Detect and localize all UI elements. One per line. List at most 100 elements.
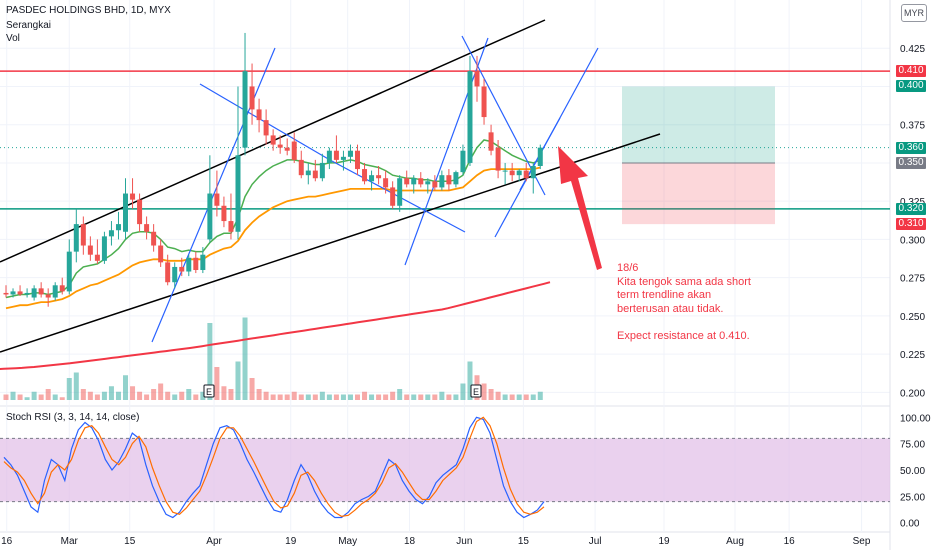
volume-bar <box>488 389 494 400</box>
volume-bar <box>10 391 16 400</box>
volume-bar <box>214 367 220 400</box>
volume-bar <box>404 394 410 400</box>
candle-body <box>425 181 431 185</box>
x-tick-label: 19 <box>285 536 297 547</box>
x-tick-label: 18 <box>404 536 416 547</box>
volume-bar <box>340 394 346 400</box>
x-tick-label: Mar <box>61 536 79 547</box>
candle-body <box>495 147 501 171</box>
price-tag: 0.360 <box>896 141 926 154</box>
stoch-tick-label: 100.00 <box>900 413 931 424</box>
x-tick-label: 15 <box>124 536 136 547</box>
candle-body <box>340 156 346 160</box>
ema-green-line <box>5 139 541 299</box>
candle-body <box>537 147 543 166</box>
candle-body <box>488 132 494 151</box>
candle-body <box>305 170 311 176</box>
volume-bar <box>3 394 9 400</box>
volume-bar <box>31 391 37 400</box>
candle-body <box>263 120 269 136</box>
candle-body <box>453 172 459 185</box>
candle-body <box>439 175 445 188</box>
candle-body <box>200 254 206 270</box>
volume-bar <box>291 391 297 400</box>
volume-bar <box>284 394 290 400</box>
volume-bar <box>277 394 283 400</box>
candle-body <box>221 205 227 222</box>
candle-body <box>256 109 262 121</box>
volume-bar <box>333 394 339 400</box>
stoch-k-line <box>3 416 545 519</box>
candle-body <box>383 178 389 188</box>
stoch-tick-label: 50.00 <box>900 466 925 477</box>
candle-body <box>108 230 114 237</box>
volume-bar <box>193 394 199 400</box>
candle-body <box>179 266 185 272</box>
candle-body <box>123 193 129 232</box>
candle-body <box>207 193 213 240</box>
stoch-rsi-title: Stoch RSI (3, 3, 14, 14, close) <box>6 412 140 423</box>
candle-body <box>115 224 121 231</box>
volume-bar <box>123 375 129 400</box>
candle-body <box>502 170 508 172</box>
price-tag: 0.410 <box>896 65 926 78</box>
x-tick-label: 15 <box>518 536 530 547</box>
candle-body <box>418 178 424 185</box>
candle-body <box>144 224 150 232</box>
stoch-tick-label: 75.00 <box>900 440 925 451</box>
currency-button[interactable]: MYR <box>901 4 927 22</box>
candle-body <box>397 178 403 206</box>
volume-bar <box>362 391 368 400</box>
x-tick-label: 16 <box>1 536 13 547</box>
volume-bar <box>179 391 185 400</box>
volume-bar <box>108 386 114 400</box>
volume-bar <box>137 391 143 400</box>
price-tag: 0.350 <box>896 156 926 169</box>
earnings-marker <box>203 384 215 398</box>
volume-bar <box>221 386 227 400</box>
volume-bar <box>94 394 100 400</box>
volume-bar <box>523 394 529 400</box>
candle-body <box>249 86 255 110</box>
candle-body <box>228 221 234 232</box>
volume-bar <box>45 389 51 400</box>
candle-body <box>432 181 438 188</box>
x-tick-label: Jun <box>456 536 472 547</box>
candle-body <box>3 292 9 295</box>
annotation-line: Kita tengok sama ada short <box>617 275 751 288</box>
candle-body <box>45 294 51 298</box>
volume-bar <box>326 394 332 400</box>
candle-body <box>326 150 332 163</box>
candle-body <box>474 71 480 87</box>
y-tick-label: 0.375 <box>900 121 925 132</box>
fan-line-blue <box>404 37 489 266</box>
candle-body <box>481 86 487 118</box>
candle-body <box>291 141 297 160</box>
volume-bar <box>305 394 311 400</box>
earnings-marker <box>470 384 482 398</box>
volume-bar <box>242 317 248 400</box>
candle-body <box>355 150 360 170</box>
candle-body <box>87 245 93 255</box>
earnings-label: E <box>206 387 212 397</box>
candle-body <box>333 150 339 160</box>
volume-bar <box>249 378 255 400</box>
candle-body <box>73 224 79 252</box>
candle-body <box>270 135 276 145</box>
volume-bar <box>383 394 389 400</box>
volume-bar <box>101 391 107 400</box>
volume-bar <box>66 378 72 400</box>
candle-body <box>242 71 248 148</box>
indicator-vol: Vol <box>6 33 20 44</box>
x-tick-label: Aug <box>726 536 744 547</box>
x-tick-label: Sep <box>853 536 871 547</box>
candle-body <box>467 71 473 163</box>
red-arrow <box>558 146 602 270</box>
volume-bar <box>481 383 487 400</box>
volume-bar <box>460 383 466 400</box>
annotation-line: berterusan atau tidak. <box>617 302 724 315</box>
candle-body <box>376 175 382 179</box>
candle-body <box>52 285 58 298</box>
